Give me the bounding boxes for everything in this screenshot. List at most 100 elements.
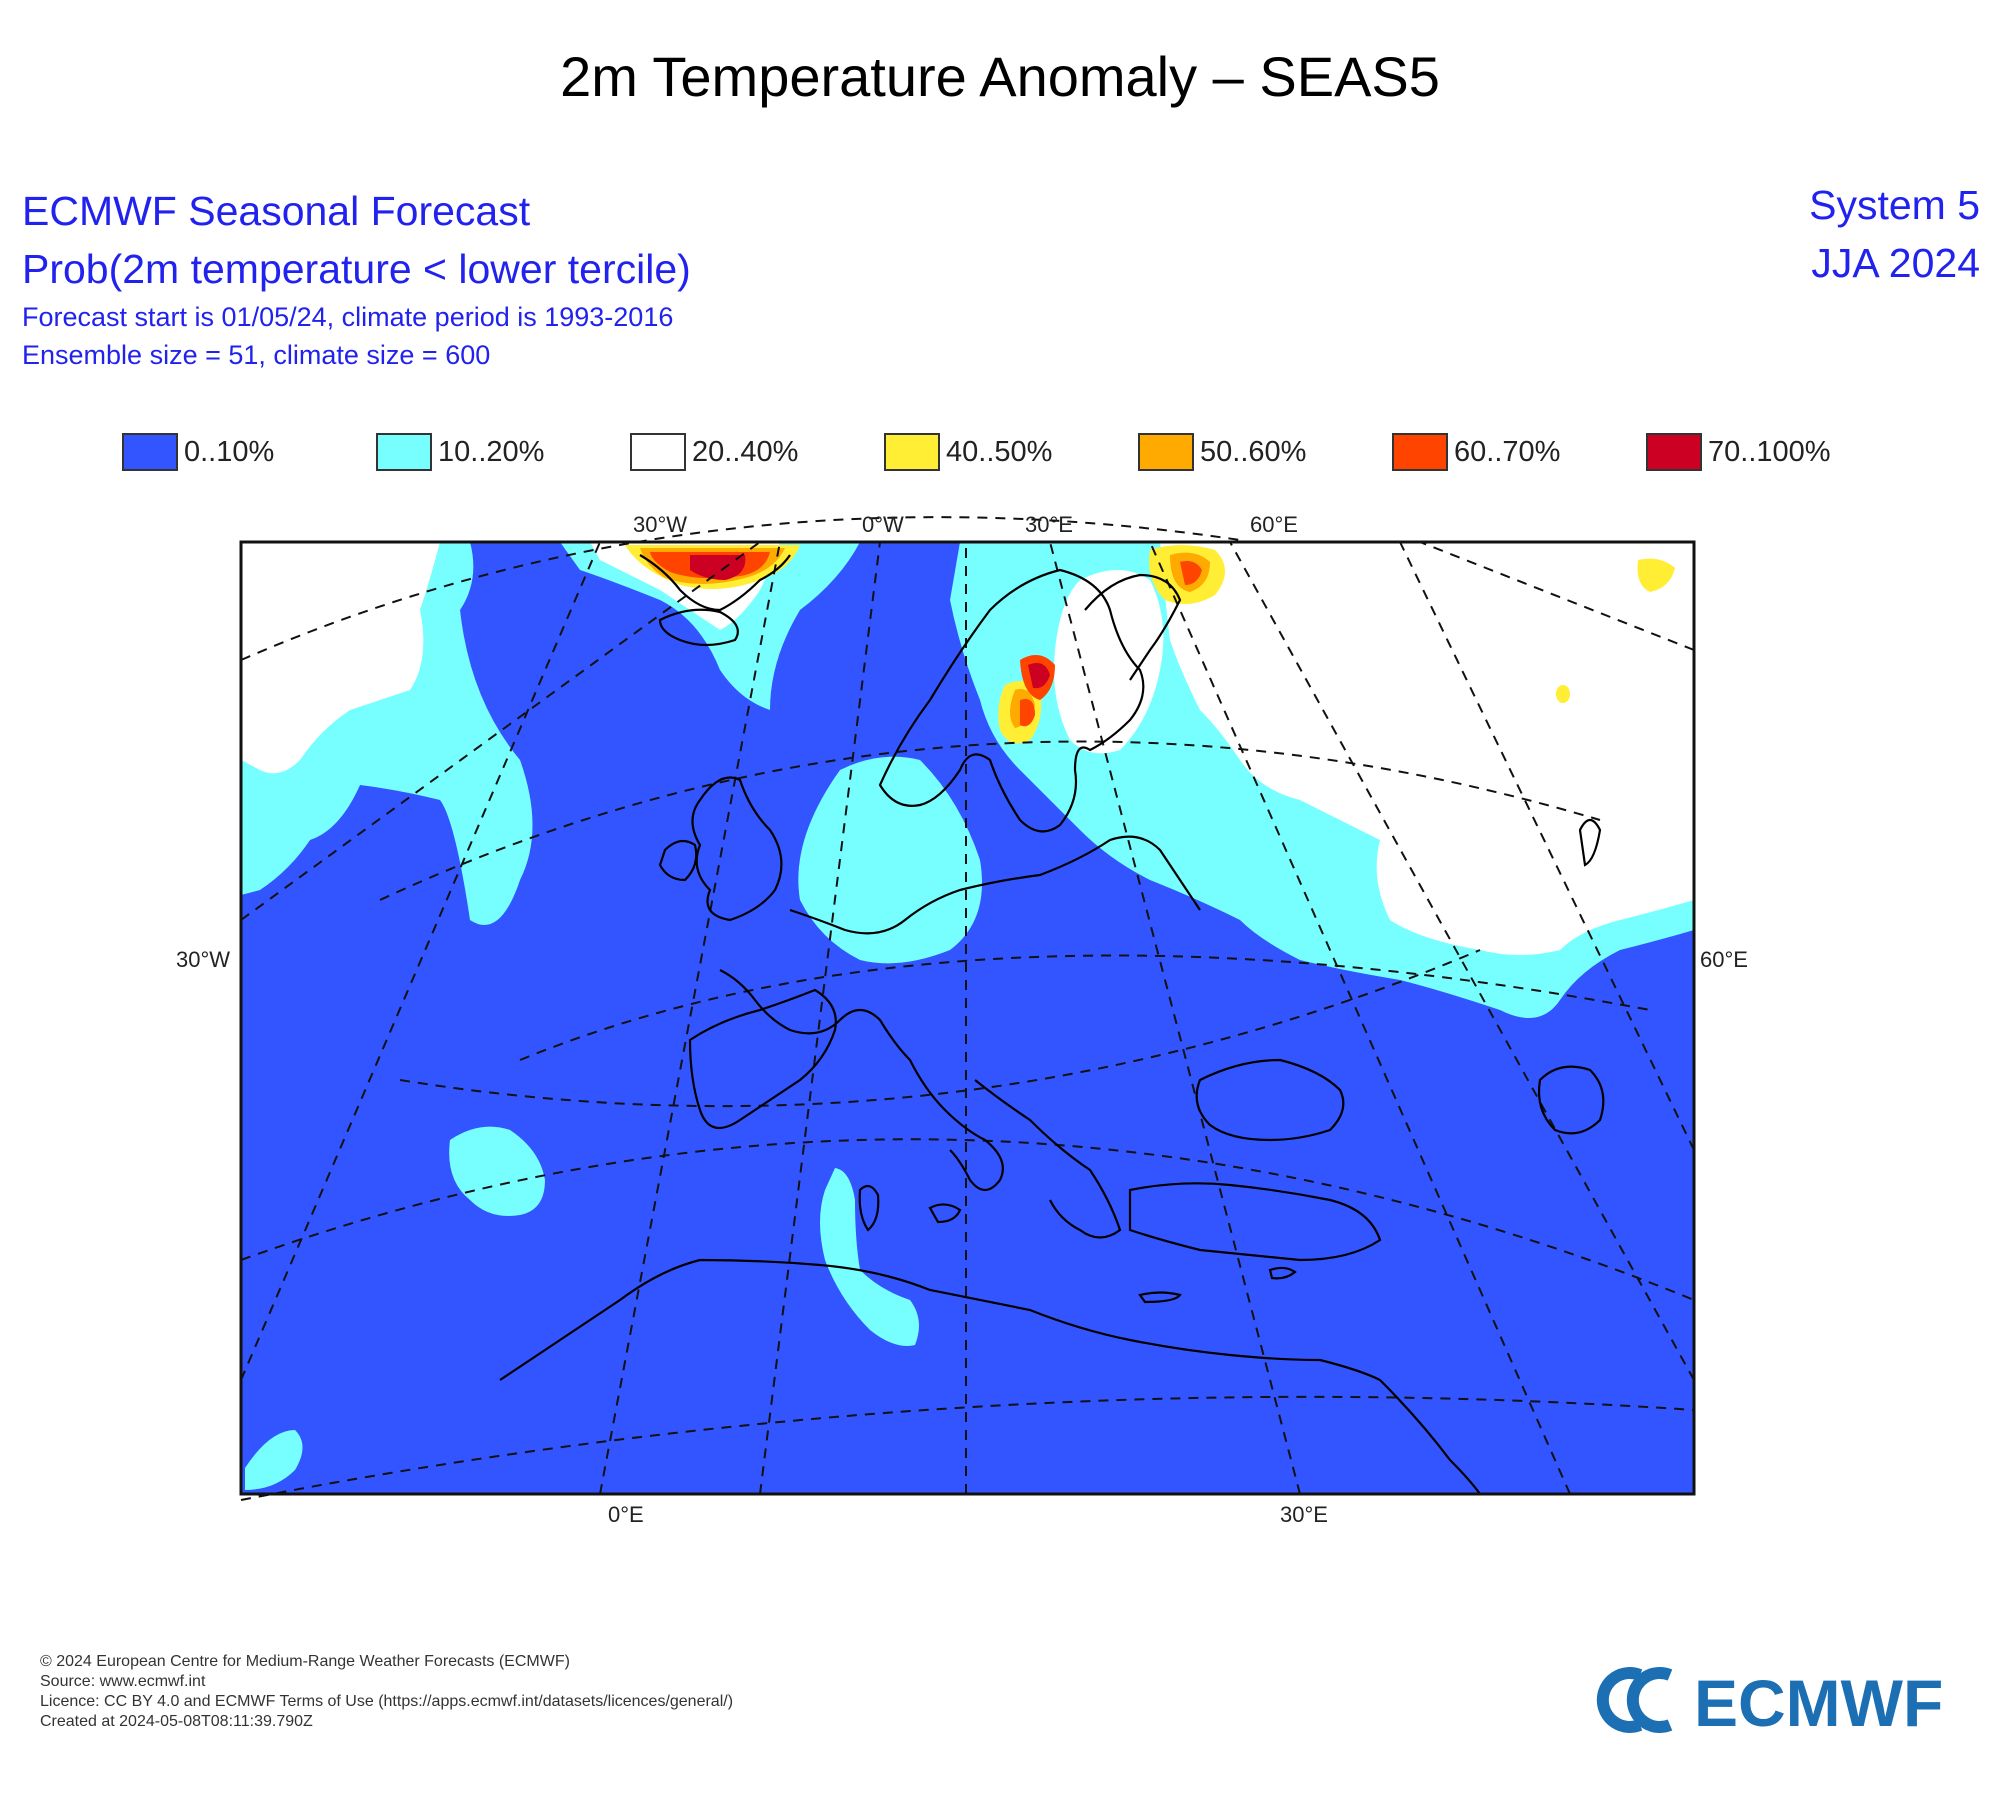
- header-line-3: Forecast start is 01/05/24, climate peri…: [22, 302, 674, 332]
- lat-label-left: 30°W: [176, 947, 230, 972]
- coast-greenland: [639, 554, 791, 612]
- legend-swatch-3: [884, 433, 940, 471]
- coast-france-italy: [719, 969, 1004, 1192]
- white-greenland-sea: [241, 542, 440, 774]
- cyan-iceland-band: [560, 542, 860, 710]
- legend-swatch-5: [1392, 433, 1448, 471]
- legend-item-0: 0..10%: [122, 432, 274, 472]
- legend-item-4: 50..60%: [1138, 432, 1306, 472]
- legend-item-5: 60..70%: [1392, 432, 1560, 472]
- coast-sardinia-corsica: [858, 1184, 880, 1232]
- lat-label-right: 60°E: [1700, 947, 1748, 972]
- map-frame: [239, 540, 1696, 1496]
- cyan-tyrrhenian: [820, 1168, 919, 1346]
- coast-ireland: [658, 839, 698, 882]
- system-label: System 5: [1809, 182, 1980, 228]
- coast-british-isles: [691, 776, 783, 922]
- coast-turkey: [1128, 1182, 1382, 1262]
- legend-label-0: 0..10%: [184, 435, 275, 468]
- coast-western-europe: [789, 835, 1201, 935]
- coast-finland-kola: [1084, 573, 1182, 681]
- lon-label-top-1: 30°W: [633, 512, 687, 537]
- chart-title: 2m Temperature Anomaly – SEAS5: [560, 45, 1440, 108]
- legend-label-1: 10..20%: [438, 435, 545, 468]
- graticule-lat-5: [399, 949, 1481, 1108]
- coast-scandinavia: [878, 568, 1145, 833]
- graticule: [240, 516, 1695, 1501]
- redorange-kola: [1180, 561, 1202, 585]
- footer-created: Created at 2024-05-08T08:11:39.790Z: [40, 1713, 313, 1730]
- legend-swatch-0: [122, 433, 178, 471]
- legend-label-6: 70..100%: [1708, 435, 1831, 468]
- redorange-scandinavia: [1020, 699, 1035, 727]
- legend-item-3: 40..50%: [884, 432, 1052, 472]
- axis-labels: 30°W 0°W 30°E 60°E 30°W 60°E 0°E 30°E: [176, 512, 1748, 1527]
- legend-swatch-4: [1138, 433, 1194, 471]
- coast-iberia: [688, 988, 837, 1130]
- legend-label-5: 60..70%: [1454, 435, 1561, 468]
- cyan-iberia-west: [449, 1126, 545, 1216]
- graticule-lon-2: [240, 541, 601, 1381]
- map-panel[interactable]: 30°W 0°W 30°E 60°E 30°W 60°E 0°E 30°E: [0, 500, 2000, 1550]
- lon-label-bottom-1: 0°E: [608, 1502, 644, 1527]
- white-arctic-russia: [1160, 542, 1694, 955]
- cyan-north-sea: [798, 756, 982, 964]
- coast-cyprus: [1268, 1266, 1297, 1280]
- graticule-lat-2: [379, 740, 1601, 901]
- lon-label-top-2: 0°W: [862, 512, 904, 537]
- lon-label-top-4: 60°E: [1250, 512, 1298, 537]
- graticule-lon-6: [1049, 541, 1301, 1495]
- legend-swatch-6: [1646, 433, 1702, 471]
- header-line-1: ECMWF Seasonal Forecast: [22, 188, 531, 234]
- coast-crete: [1138, 1291, 1182, 1304]
- graticule-lon-9: [1399, 541, 1695, 1151]
- yellow-siberia-dot: [1556, 685, 1570, 703]
- legend-item-1: 10..20%: [376, 432, 544, 472]
- lon-label-bottom-2: 30°E: [1280, 1502, 1328, 1527]
- coast-iceland: [658, 608, 739, 647]
- yellow-arctic-spot: [1637, 558, 1675, 592]
- cyan-atlantic-sw: [245, 1430, 303, 1490]
- coast-novaya-zemlya: [1578, 818, 1602, 867]
- coast-north-africa: [499, 1258, 1381, 1381]
- coast-sicily: [928, 1203, 962, 1224]
- forecast-header: ECMWF Seasonal Forecast Prob(2m temperat…: [22, 182, 691, 374]
- ecmwf-logo-svg: ECMWF: [1596, 1666, 1943, 1740]
- header-line-2: Prob(2m temperature < lower tercile): [22, 246, 691, 292]
- graticule-lon-10: [1419, 541, 1695, 651]
- ecmwf-logo[interactable]: ECMWF: [1592, 1660, 1972, 1740]
- footer-copyright: © 2024 European Centre for Medium-Range …: [40, 1653, 570, 1670]
- lon-label-top-3: 30°E: [1025, 512, 1073, 537]
- coast-caspian: [1537, 1065, 1605, 1135]
- legend-label-3: 40..50%: [946, 435, 1053, 468]
- graticule-lon-4: [759, 541, 881, 1495]
- season-label: JJA 2024: [1811, 240, 1980, 286]
- footer-licence: Licence: CC BY 4.0 and ECMWF Terms of Us…: [40, 1693, 734, 1710]
- coast-red-sea-region: [1379, 1379, 1481, 1495]
- graticule-lat-6: [240, 1395, 1695, 1501]
- graticule-lon-7: [1149, 541, 1571, 1495]
- legend-label-4: 50..60%: [1200, 435, 1307, 468]
- coast-black-sea: [1195, 1058, 1345, 1142]
- graticule-lon-8: [1229, 541, 1695, 1381]
- legend-swatch-1: [376, 433, 432, 471]
- legend-item-2: 20..40%: [630, 432, 798, 472]
- coastlines: [499, 554, 1605, 1495]
- map-svg[interactable]: 30°W 0°W 30°E 60°E 30°W 60°E 0°E 30°E: [0, 500, 2000, 1550]
- white-finland: [1054, 570, 1164, 754]
- footer-source: Source: www.ecmwf.int: [40, 1673, 206, 1690]
- graticule-lat-1: [240, 516, 1241, 661]
- legend-label-2: 20..40%: [692, 435, 799, 468]
- graticule-lat-3: [519, 954, 1651, 1061]
- header-line-4: Ensemble size = 51, climate size = 600: [22, 340, 491, 370]
- footer-credits: © 2024 European Centre for Medium-Range …: [40, 1652, 733, 1732]
- darkred-greenland: [690, 555, 746, 580]
- ecmwf-logo-text: ECMWF: [1694, 1666, 1943, 1740]
- darkred-sweden: [1028, 662, 1050, 689]
- legend-swatch-2: [630, 433, 686, 471]
- ecmwf-logo-mark: [1596, 1667, 1673, 1733]
- legend-item-6: 70..100%: [1646, 432, 1831, 472]
- graticule-lat-4: [240, 1138, 1695, 1301]
- system-header: System 5 JJA 2024: [1809, 176, 1980, 292]
- coast-balkans-greece: [974, 1079, 1122, 1239]
